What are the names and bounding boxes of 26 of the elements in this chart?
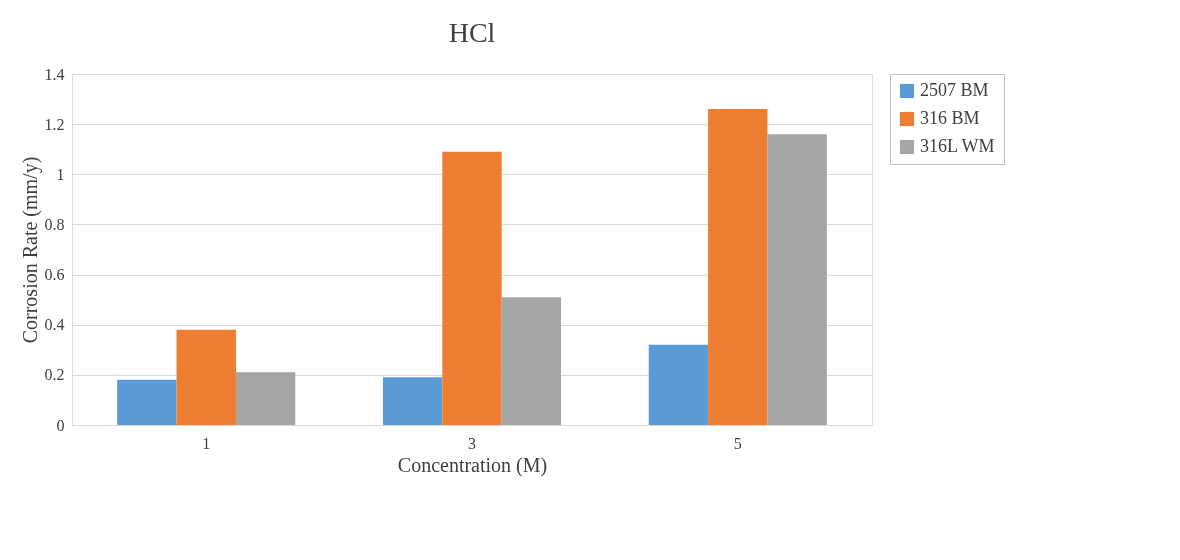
- bar: [176, 329, 236, 425]
- y-tick-label: 0: [56, 416, 65, 434]
- bar: [501, 297, 562, 425]
- bar: [648, 344, 709, 425]
- x-tick-label: 3: [468, 434, 476, 452]
- legend-label: 316 BM: [920, 108, 980, 128]
- legend-label: 2507 BM: [920, 80, 989, 100]
- y-tick-label: 0.4: [44, 316, 65, 334]
- y-tick-label: 0.6: [44, 266, 65, 284]
- legend-label: 316L WM: [920, 136, 995, 156]
- x-axis-title: Concentration (M): [397, 453, 548, 477]
- y-tick-label: 1.2: [44, 115, 65, 133]
- y-axis-title: Corrosion Rate (mm/y): [18, 156, 42, 344]
- bar: [235, 372, 296, 425]
- bar: [442, 151, 502, 425]
- chart-title: HCl: [448, 17, 496, 48]
- x-tick-label: 5: [733, 434, 742, 452]
- y-tick-label: 1: [56, 165, 65, 183]
- bar: [117, 379, 177, 425]
- y-tick-label: 0.2: [44, 366, 65, 384]
- bar: [708, 109, 768, 425]
- y-tick-label: 1.4: [44, 65, 65, 83]
- y-tick-label: 0.8: [44, 215, 65, 233]
- x-tick-label: 1: [202, 434, 211, 452]
- bar: [767, 134, 827, 425]
- bar: [382, 377, 443, 425]
